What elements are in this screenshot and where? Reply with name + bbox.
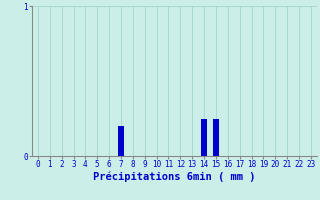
Bar: [201, 118, 207, 156]
X-axis label: Précipitations 6min ( mm ): Précipitations 6min ( mm ): [93, 172, 256, 182]
Bar: [118, 126, 124, 156]
Bar: [213, 118, 219, 156]
